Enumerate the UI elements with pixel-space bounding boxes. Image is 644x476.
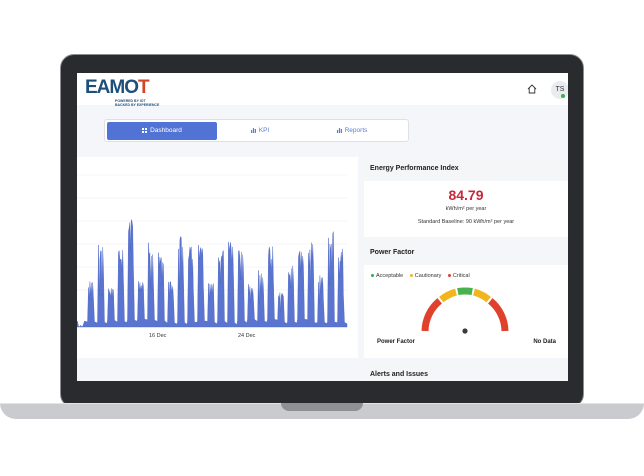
tab-label: KPI [258,127,270,134]
gauge-segment-critical [487,298,509,332]
epi-baseline: Standard Baseline: 90 kWh/m² per year [417,219,515,225]
energy-chart-card: 16 Dec 24 Dec [77,157,358,358]
bar-chart-icon [250,127,256,133]
logo-tagline: POWERED BY IOT BACKED BY EXPERIENCE [115,99,160,107]
epi-card: Energy Performance Index 84.79 kWh/m² pe… [364,157,568,237]
power-factor-card: Power Factor Acceptable Cautionary Criti… [364,241,568,358]
legend-item-acceptable: Acceptable [371,273,403,279]
legend-item-cautionary: Cautionary [409,273,441,279]
bar-chart-icon [336,127,342,133]
laptop-notch [281,403,363,411]
energy-series-area [77,219,348,328]
tab-kpi[interactable]: KPI [205,122,315,140]
tab-reports[interactable]: Reports [297,122,407,140]
epi-value: 84.79 [448,187,484,203]
gauge-segment-critical [421,298,443,332]
grid-icon [142,127,148,133]
gauge-segment-cautionary [472,288,491,303]
card-title: Energy Performance Index [364,157,568,181]
card-title: Alerts and Issues [364,363,568,381]
power-factor-label: Power Factor [377,339,416,345]
logo-wordmark: EAMOT [85,77,150,98]
avatar[interactable]: TS [551,81,568,99]
alerts-card: Alerts and Issues [364,363,568,381]
tab-label: Reports [344,127,368,134]
tab-label: Dashboard [150,127,182,134]
home-icon[interactable] [527,84,537,94]
online-status-dot [561,94,565,98]
legend-item-critical: Critical [447,273,470,279]
x-tick-label: 24 Dec [238,333,256,339]
epi-unit: kWh/m² per year [445,206,487,212]
gauge-segment-acceptable [457,287,473,296]
energy-consumption-chart: 16 Dec 24 Dec [77,174,348,339]
gauge-legend: Acceptable Cautionary Critical [371,273,475,279]
gauge-needle-pivot [462,328,468,334]
tab-bar: Dashboard KPI Reports [104,119,409,142]
gauge-segment-cautionary [439,288,458,303]
top-bar: EAMOT POWERED BY IOT BACKED BY EXPERIENC… [77,73,568,107]
app-screen: EAMOT POWERED BY IOT BACKED BY EXPERIENC… [77,73,568,381]
power-factor-gauge [421,287,509,334]
x-tick-label: 16 Dec [149,333,167,339]
power-factor-value: No Data [533,339,556,345]
logo[interactable]: EAMOT POWERED BY IOT BACKED BY EXPERIENC… [85,77,165,107]
tab-dashboard[interactable]: Dashboard [107,122,217,140]
card-title: Power Factor [364,241,568,265]
